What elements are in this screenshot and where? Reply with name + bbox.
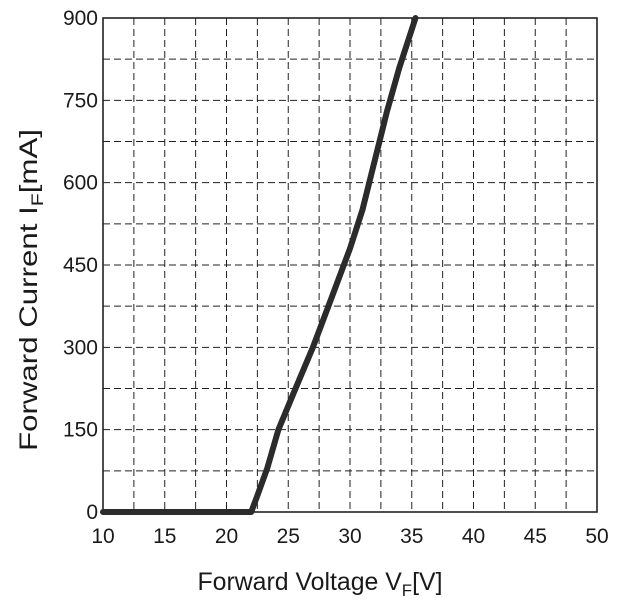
y-tick-label: 750 (63, 89, 98, 112)
y-tick-label: 150 (63, 419, 98, 442)
x-tick-label: 20 (215, 525, 238, 548)
series-line (100, 15, 419, 515)
y-axis-tick-labels: 0 150 300 450 600 750 900 (63, 7, 98, 524)
y-tick-label: 450 (63, 254, 98, 277)
x-tick-label: 45 (524, 525, 547, 548)
y-tick-label: 300 (63, 336, 98, 359)
y-tick-label: 900 (63, 7, 98, 30)
y-axis-label-subscript: F (28, 193, 47, 206)
x-axis-label-main: Forward Voltage V (198, 568, 403, 596)
y-tick-label: 0 (86, 501, 98, 524)
y-axis-label-main: Forward Current I (15, 206, 43, 451)
x-tick-label: 30 (338, 525, 361, 548)
x-axis-label: Forward Voltage VF[V] (198, 568, 443, 600)
x-axis-label-unit: [V] (412, 568, 442, 596)
x-axis-label-subscript: F (402, 581, 412, 600)
grid-lines (103, 18, 597, 512)
x-tick-label: 25 (277, 525, 300, 548)
y-axis-label-unit: [mA] (15, 129, 43, 193)
plot-frame (102, 17, 598, 513)
x-tick-label: 50 (585, 525, 608, 548)
x-axis-tick-labels: 10 15 20 25 30 35 40 45 50 (91, 525, 608, 548)
x-tick-label: 15 (153, 525, 176, 548)
x-tick-label: 35 (400, 525, 423, 548)
y-axis-label: Forward Current IF[mA] (15, 129, 47, 451)
x-tick-label: 10 (91, 525, 114, 548)
y-tick-label: 600 (63, 172, 98, 195)
x-tick-label: 40 (462, 525, 485, 548)
